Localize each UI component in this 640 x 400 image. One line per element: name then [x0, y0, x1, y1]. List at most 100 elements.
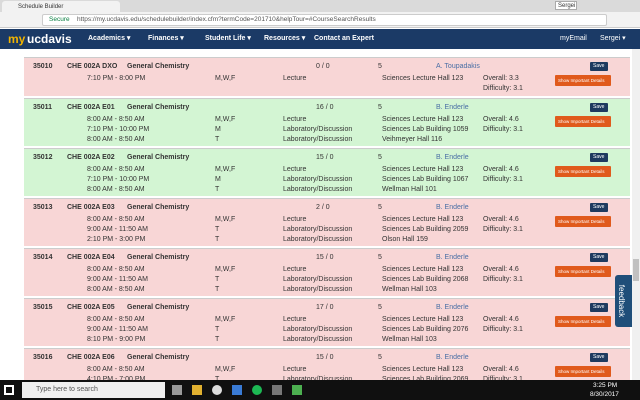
course-code: CHE 002A E03 [67, 204, 115, 211]
taskbar-icon[interactable] [212, 385, 222, 395]
meeting-time: 8:10 PM - 9:00 PM [87, 336, 146, 343]
logo-my: my [8, 32, 26, 46]
course-title: General Chemistry [127, 304, 190, 311]
seats: 17 / 0 [316, 304, 334, 311]
course-title: General Chemistry [127, 154, 190, 161]
nav-item[interactable]: Resources ▾ [264, 35, 306, 42]
overall-rating: Overall: 4.6 [483, 216, 519, 223]
tab-title: Schedule Builder [18, 4, 64, 10]
meeting-days: M,W,F [215, 166, 236, 173]
nav-item[interactable]: Finances ▾ [148, 35, 184, 42]
meeting-type: Lecture [283, 216, 307, 223]
details-label: Show Important Details [558, 169, 605, 174]
save-button[interactable]: Save [590, 203, 608, 212]
units: 5 [378, 63, 382, 70]
overall-rating: Overall: 4.6 [483, 166, 519, 173]
difficulty-rating: Difficulty: 3.1 [483, 176, 523, 183]
details-button[interactable]: Show Important Details [555, 366, 611, 377]
details-button[interactable]: Show Important Details [555, 316, 611, 327]
meeting-time: 8:00 AM - 8:50 AM [87, 186, 145, 193]
scrollbar [632, 49, 640, 380]
meeting-days: M [215, 126, 221, 133]
difficulty-rating: Difficulty: 3.1 [483, 326, 523, 333]
taskbar-icon[interactable] [232, 385, 242, 395]
nav-user[interactable]: Sergei ▾ [600, 35, 626, 42]
save-label: Save [593, 204, 605, 210]
details-button[interactable]: Show Important Details [555, 166, 611, 177]
details-label: Show Important Details [558, 369, 605, 374]
seats: 2 / 0 [316, 204, 330, 211]
meeting-time: 8:00 AM - 8:50 AM [87, 286, 145, 293]
meeting-location: Sciences Lecture Hall 123 [382, 216, 464, 223]
scroll-thumb[interactable] [633, 259, 639, 281]
course-title: General Chemistry [127, 354, 190, 361]
meeting-type: Laboratory/Discussion [283, 226, 353, 233]
search-box[interactable]: Type here to search [22, 382, 165, 398]
difficulty-rating: Difficulty: 3.1 [483, 276, 523, 283]
difficulty-rating: Difficulty: 3.1 [483, 85, 523, 92]
meeting-days: M,W,F [215, 366, 236, 373]
details-button[interactable]: Show Important Details [555, 266, 611, 277]
feedback-tab[interactable]: feedback [615, 275, 632, 327]
nav-item[interactable]: Student Life ▾ [205, 35, 251, 42]
start-button[interactable] [4, 385, 14, 395]
save-button[interactable]: Save [590, 103, 608, 112]
url: https://my.ucdavis.edu/schedulebuilder/i… [77, 16, 376, 23]
overall-rating: Overall: 4.6 [483, 266, 519, 273]
details-button[interactable]: Show Important Details [555, 216, 611, 227]
seats: 15 / 0 [316, 254, 334, 261]
meeting-days: T [215, 226, 220, 233]
meeting-days: T [215, 286, 220, 293]
meeting-time: 7:10 PM - 8:00 PM [87, 75, 146, 82]
details-label: Show Important Details [558, 219, 605, 224]
details-button[interactable]: Show Important Details [555, 116, 611, 127]
save-button[interactable]: Save [590, 353, 608, 362]
meeting-days: T [215, 276, 220, 283]
meeting-days: T [215, 186, 220, 193]
save-button[interactable]: Save [590, 153, 608, 162]
taskbar-icon[interactable] [192, 385, 202, 395]
meeting-days: M,W,F [215, 116, 236, 123]
course-row: 35016 CHE 002A E06 General Chemistry 15 / 0… [24, 348, 630, 380]
nav-email[interactable]: myEmail [560, 35, 587, 42]
course-code: CHE 002A E01 [67, 104, 115, 111]
details-label: Show Important Details [558, 119, 605, 124]
meeting-location: Veihmeyer Hall 116 [382, 136, 443, 143]
meeting-type: Laboratory/Discussion [283, 376, 353, 380]
save-button[interactable]: Save [590, 62, 608, 71]
meeting-days: T [215, 236, 220, 243]
secure-label: Secure [49, 16, 70, 23]
meeting-type: Lecture [283, 116, 307, 123]
nav-item[interactable]: Contact an Expert [314, 35, 374, 42]
url-box[interactable]: Secure https://my.ucdavis.edu/schedulebu… [42, 14, 607, 26]
meeting-location: Sciences Lab Building 2076 [382, 326, 469, 333]
taskbar-icon[interactable] [252, 385, 262, 395]
difficulty-rating: Difficulty: 3.1 [483, 226, 523, 233]
units: 5 [378, 354, 382, 361]
save-button[interactable]: Save [590, 253, 608, 262]
meeting-time: 8:00 AM - 8:50 AM [87, 316, 145, 323]
details-button[interactable]: Show Important Details [555, 75, 611, 86]
meeting-days: T [215, 376, 220, 380]
seats: 15 / 0 [316, 354, 334, 361]
save-button[interactable]: Save [590, 303, 608, 312]
details-label: Show Important Details [558, 269, 605, 274]
crn: 35010 [33, 63, 53, 70]
meeting-location: Sciences Lab Building 1067 [382, 176, 469, 183]
course-row: 35012 CHE 002A E02 General Chemistry 15 / 0… [24, 148, 630, 196]
taskbar-icon[interactable] [272, 385, 282, 395]
crn: 35012 [33, 154, 53, 161]
taskbar-icon[interactable] [292, 385, 302, 395]
meeting-time: 7:10 PM - 10:00 PM [87, 176, 150, 183]
meeting-type: Laboratory/Discussion [283, 336, 353, 343]
taskbar-icon[interactable] [172, 385, 182, 395]
nav-item[interactable]: Academics ▾ [88, 35, 131, 42]
tab[interactable]: Schedule Builder [2, 1, 120, 12]
meeting-location: Sciences Lecture Hall 123 [382, 266, 464, 273]
user-badge[interactable]: Sergei [555, 1, 577, 10]
course-code: CHE 002A E02 [67, 154, 115, 161]
meeting-type: Lecture [283, 316, 307, 323]
crn: 35015 [33, 304, 53, 311]
meeting-type: Laboratory/Discussion [283, 126, 353, 133]
